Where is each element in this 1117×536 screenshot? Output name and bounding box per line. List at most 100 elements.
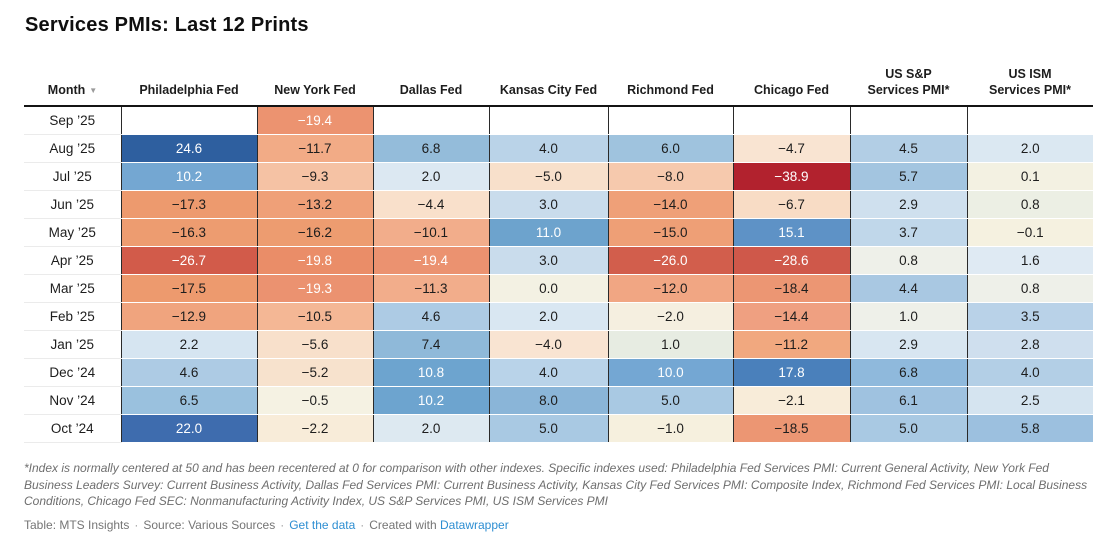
datawrapper-link[interactable]: Datawrapper [439,518,509,533]
source-credit: Source: Various Sources [143,518,276,533]
column-header-label: Month [47,82,86,97]
column-header-new[interactable]: New York Fed [257,67,373,108]
value-cell: 2.9 [849,190,967,220]
value-cell: 2.0 [372,162,489,192]
value-cell: 7.4 [372,330,489,360]
value-cell: 2.0 [488,302,608,332]
value-cell: −26.0 [607,246,733,276]
value-cell [488,106,608,136]
column-header-label: US S&P Services PMI* [867,67,950,97]
value-cell: −8.0 [607,162,733,192]
value-cell: 2.8 [966,330,1093,360]
value-cell: −15.0 [607,218,733,248]
value-cell: −2.2 [256,414,373,444]
dot-separator: · [280,518,285,533]
value-cell: 4.4 [849,274,967,304]
value-cell: −18.4 [732,274,850,304]
value-cell: 15.1 [732,218,850,248]
table-row: Dec ’24 4.6 −5.2 10.8 4.0 10.0 17.8 6.8 4.0 [24,358,1093,388]
table-row: Jan ’25 2.2 −5.6 7.4 −4.0 1.0 −11.2 2.9 2.8 [24,330,1093,360]
column-header-philadelphia[interactable]: Philadelphia Fed [121,67,257,108]
table-row: Aug ’25 24.6 −11.7 6.8 4.0 6.0 −4.7 4.5 2.0 [24,134,1093,164]
value-cell: 1.0 [849,302,967,332]
month-cell: Jul ’25 [24,162,121,192]
value-cell: 2.9 [849,330,967,360]
table-body: Sep ’25 −19.4 Aug ’25 24.6 −11.7 6.8 4.0 6.0 −4.… [24,106,1093,444]
value-cell: −5.6 [256,330,373,360]
value-cell: 4.6 [372,302,489,332]
table-row: Nov ’24 6.5 −0.5 10.2 8.0 5.0 −2.1 6.1 2.5 [24,386,1093,416]
value-cell [849,106,967,136]
value-cell: −9.3 [256,162,373,192]
value-cell: 6.5 [120,386,257,416]
value-cell: 6.0 [607,134,733,164]
column-header-us[interactable]: US ISM Services PMI* [967,67,1093,108]
value-cell: 3.0 [488,190,608,220]
value-cell: 4.5 [849,134,967,164]
value-cell: 2.0 [966,134,1093,164]
value-cell: −19.4 [256,106,373,136]
column-header-label: Chicago Fed [753,82,829,97]
value-cell: −16.2 [256,218,373,248]
value-cell: −4.7 [732,134,850,164]
value-cell: 6.8 [849,358,967,388]
table-row: Jun ’25 −17.3 −13.2 −4.4 3.0 −14.0 −6.7 2.9 0.8 [24,190,1093,220]
month-cell: Dec ’24 [24,358,121,388]
column-header-dallas[interactable]: Dallas Fed [373,67,489,108]
value-cell: −10.1 [372,218,489,248]
month-cell: Aug ’25 [24,134,121,164]
value-cell: 2.0 [372,414,489,444]
month-cell: May ’25 [24,218,121,248]
value-cell: −17.3 [120,190,257,220]
value-cell [120,106,257,136]
column-header-us[interactable]: US S&P Services PMI* [850,67,967,108]
column-header-month[interactable]: Month ▼ [24,67,121,108]
value-cell: 0.8 [849,246,967,276]
value-cell: −10.5 [256,302,373,332]
sort-descending-icon[interactable]: ▼ [89,85,98,95]
value-cell: −11.7 [256,134,373,164]
header-row: Month ▼ Philadelphia Fed New York Fed Dallas… [24,67,1093,108]
table-container: Month ▼ Philadelphia Fed New York Fed Dallas… [24,67,1093,444]
value-cell: 24.6 [120,134,257,164]
value-cell: 5.8 [966,414,1093,444]
value-cell [732,106,850,136]
value-cell: −5.2 [256,358,373,388]
column-header-label: Dallas Fed [399,82,463,97]
table-credit: Table: MTS Insights [24,518,130,533]
value-cell: 10.8 [372,358,489,388]
value-cell: 5.0 [607,386,733,416]
value-cell: 6.1 [849,386,967,416]
value-cell: 1.0 [607,330,733,360]
attribution-footer: Table: MTS Insights · Source: Various Sour… [24,518,1093,532]
value-cell: −38.9 [732,162,850,192]
column-header-label: US ISM Services PMI* [989,67,1071,97]
value-cell: 2.2 [120,330,257,360]
value-cell: 3.7 [849,218,967,248]
value-cell: 8.0 [488,386,608,416]
column-header-kansas[interactable]: Kansas City Fed [489,67,608,108]
value-cell: 10.2 [372,386,489,416]
value-cell: 0.0 [488,274,608,304]
value-cell: −0.1 [966,218,1093,248]
value-cell: −6.7 [732,190,850,220]
value-cell: −18.5 [732,414,850,444]
value-cell: −16.3 [120,218,257,248]
value-cell: −26.7 [120,246,257,276]
value-cell: −0.5 [256,386,373,416]
table-row: Apr ’25 −26.7 −19.8 −19.4 3.0 −26.0 −28.6 0.8 1.… [24,246,1093,276]
column-header-richmond[interactable]: Richmond Fed [608,67,733,108]
dot-separator: · [134,518,139,533]
table-row: May ’25 −16.3 −16.2 −10.1 11.0 −15.0 15.1 3.7 −0… [24,218,1093,248]
value-cell: −12.9 [120,302,257,332]
value-cell: −19.8 [256,246,373,276]
column-header-chicago[interactable]: Chicago Fed [733,67,850,108]
column-header-label: Philadelphia Fed [139,82,239,97]
value-cell: −11.3 [372,274,489,304]
value-cell: −4.4 [372,190,489,220]
get-the-data-link[interactable]: Get the data [289,518,356,533]
value-cell: −19.4 [372,246,489,276]
month-cell: Nov ’24 [24,386,121,416]
value-cell: 17.8 [732,358,850,388]
